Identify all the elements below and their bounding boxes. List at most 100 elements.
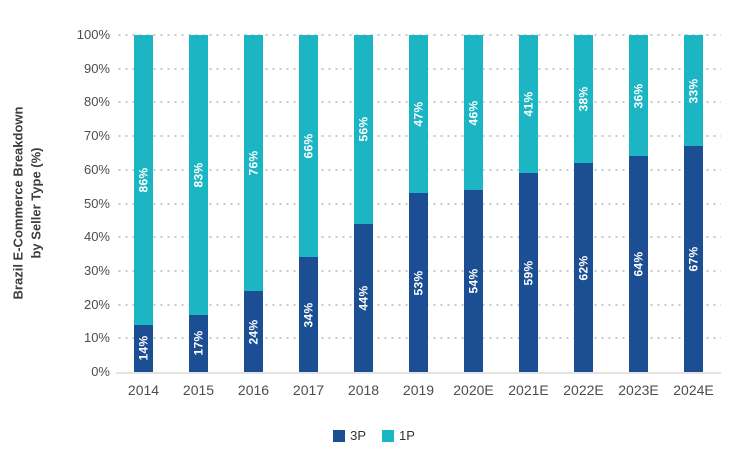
bar-segment-3p-2019: 53%	[409, 193, 428, 372]
bar-segment-value-label: 67%	[686, 246, 701, 272]
stacked-bar-2019: 47% 53%	[409, 35, 428, 372]
bar-slot-2022E: 38% 62%	[556, 35, 611, 372]
x-axis-label-2024E: 2024E	[673, 382, 714, 398]
bar-slot-2019: 47% 53%	[391, 35, 446, 372]
bar-segment-1p-2024E: 33%	[684, 35, 703, 147]
y-tick-label: 70%	[83, 128, 110, 144]
bar-slot-2018: 56% 44%	[336, 35, 391, 372]
stacked-bar-2015: 83% 17%	[189, 35, 208, 372]
bar-segment-1p-2018: 56%	[354, 35, 373, 224]
bar-segment-value-label: 86%	[136, 167, 151, 193]
bar-slot-2015: 83% 17%	[171, 35, 226, 372]
bar-segment-value-label: 47%	[411, 101, 426, 127]
bar-segment-value-label: 53%	[411, 270, 426, 296]
legend-label-1p: 1P	[399, 428, 415, 443]
y-tick-label: 60%	[83, 161, 110, 177]
stacked-bar-2023E: 36% 64%	[629, 35, 648, 372]
legend-label-3p: 3P	[350, 428, 366, 443]
bar-segment-1p-2015: 83%	[189, 35, 208, 315]
bar-segment-value-label: 36%	[631, 83, 646, 109]
bar-segment-3p-2021E: 59%	[519, 173, 538, 372]
legend-swatch-1p	[382, 429, 394, 442]
bar-segment-1p-2017: 66%	[299, 35, 318, 258]
legend-item-1p: 1P	[382, 428, 415, 443]
bar-segment-3p-2023E: 64%	[629, 156, 648, 372]
stacked-bar-2024E: 33% 67%	[684, 35, 703, 372]
stacked-bar-2014: 86% 14%	[134, 35, 153, 372]
bar-slot-2021E: 41% 59%	[501, 35, 556, 372]
x-axis-label-2015: 2015	[182, 382, 215, 398]
y-tick-label: 30%	[83, 262, 110, 278]
bar-segment-3p-2024E: 67%	[684, 146, 703, 372]
bar-segment-1p-2016: 76%	[244, 35, 263, 292]
bar-segment-3p-2022E: 62%	[574, 163, 593, 372]
legend-item-3p: 3P	[333, 428, 366, 443]
bar-segment-3p-2016: 24%	[244, 291, 263, 372]
stacked-bar-2020E: 46% 54%	[464, 35, 483, 372]
bar-segment-value-label: 59%	[521, 260, 536, 286]
bar-segment-1p-2021E: 41%	[519, 35, 538, 174]
y-tick-label: 0%	[91, 364, 110, 379]
x-axis-label-2016: 2016	[237, 382, 270, 398]
bar-slot-2023E: 36% 64%	[611, 35, 666, 372]
stacked-bar-2017: 66% 34%	[299, 35, 318, 372]
legend-swatch-3p	[333, 429, 346, 442]
y-tick-label: 80%	[83, 94, 110, 110]
bars-container: 86% 14% 83% 17% 76% 24% 66% 34% 56% 44% 47% 53% 46% 5…	[116, 35, 721, 372]
y-tick-label: 50%	[83, 195, 110, 211]
bar-segment-1p-2014: 86%	[134, 35, 153, 325]
bar-slot-2017: 66% 34%	[281, 35, 336, 372]
bar-segment-value-label: 46%	[466, 100, 481, 125]
y-tick-label: 100%	[76, 27, 110, 42]
y-tick-label: 10%	[83, 330, 110, 346]
bar-segment-value-label: 54%	[466, 268, 481, 294]
bar-slot-2016: 76% 24%	[226, 35, 281, 372]
bar-segment-value-label: 14%	[136, 335, 151, 361]
stacked-bar-2018: 56% 44%	[354, 35, 373, 372]
bar-segment-value-label: 33%	[686, 78, 701, 104]
bar-segment-3p-2015: 17%	[189, 314, 208, 372]
x-axis-label-2020E: 2020E	[453, 382, 494, 398]
bar-segment-3p-2017: 34%	[299, 257, 318, 372]
x-axis-label-2021E: 2021E	[508, 382, 549, 398]
bar-segment-value-label: 56%	[356, 116, 371, 142]
x-axis-baseline	[116, 372, 721, 374]
plot-area: 86% 14% 83% 17% 76% 24% 66% 34% 56% 44% 47% 53% 46% 5…	[116, 34, 721, 374]
bar-segment-1p-2019: 47%	[409, 35, 428, 194]
x-axis-label-2018: 2018	[347, 382, 380, 398]
x-axis-label-2023E: 2023E	[618, 382, 659, 398]
x-axis-category-labels: 2014 2015 2016 2017 2018 2019 2020E 2021E 2022E 2…	[116, 382, 721, 398]
y-tick-label: 20%	[83, 296, 110, 312]
stacked-bar-2021E: 41% 59%	[519, 35, 538, 372]
stacked-bar-2016: 76% 24%	[244, 35, 263, 372]
y-axis-tick-labels: 100% 90% 80% 70% 60% 50% 40% 30% 20% 10% 0%	[0, 0, 110, 420]
bar-segment-3p-2020E: 54%	[464, 190, 483, 372]
bar-segment-value-label: 62%	[576, 255, 591, 280]
stacked-bar-2022E: 38% 62%	[574, 35, 593, 372]
bar-segment-value-label: 17%	[191, 330, 206, 356]
chart-legend: 3P 1P	[0, 428, 748, 443]
bar-slot-2014: 86% 14%	[116, 35, 171, 372]
bar-slot-2020E: 46% 54%	[446, 35, 501, 372]
x-axis-label-2019: 2019	[402, 382, 435, 398]
bar-segment-value-label: 83%	[191, 162, 206, 188]
bar-segment-3p-2014: 14%	[134, 324, 153, 372]
bar-segment-value-label: 44%	[356, 285, 371, 311]
bar-segment-value-label: 76%	[246, 150, 261, 176]
bar-segment-3p-2018: 44%	[354, 223, 373, 372]
bar-segment-value-label: 66%	[301, 133, 316, 159]
y-tick-label: 90%	[83, 60, 110, 76]
y-tick-label: 40%	[83, 229, 110, 245]
bar-slot-2024E: 33% 67%	[666, 35, 721, 372]
bar-segment-value-label: 41%	[521, 91, 536, 117]
bar-segment-1p-2023E: 36%	[629, 35, 648, 157]
bar-segment-value-label: 24%	[246, 319, 261, 345]
x-axis-label-2022E: 2022E	[563, 382, 604, 398]
bar-segment-value-label: 64%	[631, 251, 646, 277]
bar-segment-1p-2022E: 38%	[574, 35, 593, 164]
bar-segment-value-label: 34%	[301, 302, 316, 328]
bar-segment-1p-2020E: 46%	[464, 35, 483, 191]
x-axis-label-2014: 2014	[127, 382, 160, 398]
x-axis-label-2017: 2017	[292, 382, 325, 398]
